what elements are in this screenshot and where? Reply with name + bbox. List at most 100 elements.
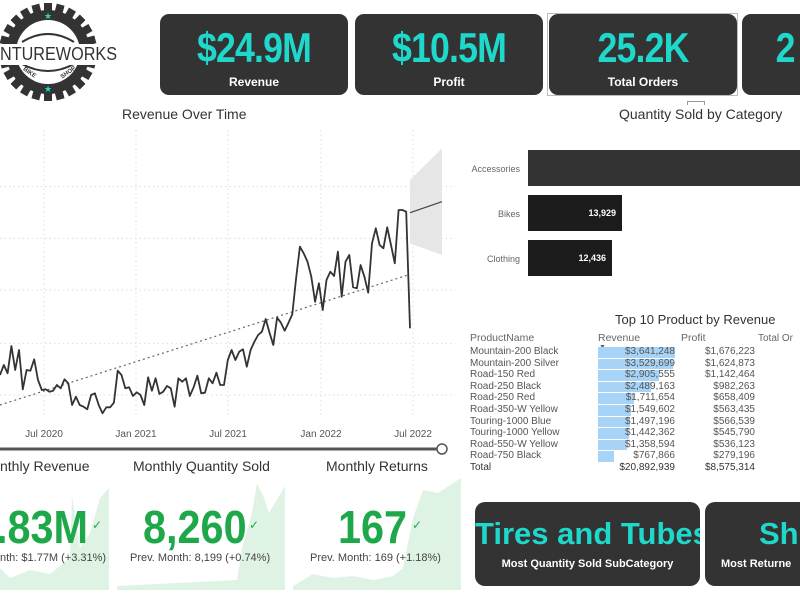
table-row[interactable]: Road-550-W Yellow $1,358,594 $536,123 [470,439,793,451]
data-bar [598,404,631,416]
table-total-row: Total $20,892,939 $8,575,314 [470,462,793,474]
card-label: Most Quantity Sold SubCategory [501,558,674,570]
revenue-chart-title: Revenue Over Time [122,106,247,122]
product-name: Mountain-200 Black [470,346,559,357]
forecast-line [409,201,443,214]
revenue-cell: $2,905,555 [598,369,675,381]
monthly-revenue-value: .83M [0,501,89,553]
revenue-cell: $1,497,196 [598,416,675,428]
revenue-value: $3,641,248 [624,346,675,357]
sparkline-returns [293,478,461,590]
sparkline-revenue [0,488,109,590]
profit-cell: $1,142,464 [704,369,755,381]
x-tick-label: Jul 2022 [394,429,432,440]
data-bar [598,439,627,451]
revenue-cell: $1,358,594 [598,439,675,451]
monthly-revenue-prev: nth: $1.77M (+3.31%) [0,552,107,564]
col-header-productname[interactable]: ProductName [470,332,535,345]
monthly-returns-title: Monthly Returns [326,458,428,474]
revenue-value: $1,358,594 [624,438,675,450]
total-profit: $8,575,314 [704,461,755,473]
col-header-revenue-label: Revenue [598,332,641,345]
profit-cell: $536,123 [713,438,755,450]
revenue-line-chart[interactable]: Jul 2020 Jan 2021 Jul 2021 Jan 2022 Jul 2022 [0,130,460,460]
revenue-value: $1,711,654 [625,392,675,404]
data-bar [598,347,675,358]
table-row[interactable]: Road-150 Red $2,905,555 $1,142,464 [470,369,793,381]
svg-text:★: ★ [44,11,52,21]
product-name: Touring-1000 Blue [470,415,552,427]
col-header-total-orders[interactable]: Total Or [758,333,794,345]
top-products-table: ProductName Revenue▼ Profit Total Or Mou… [470,332,800,474]
product-name: Road-250 Red [470,392,536,404]
table-row[interactable]: Road-350-W Yellow $1,549,602 $563,435 [470,404,793,416]
kpi-label: Total Orders [607,75,679,89]
monthly-returns-prev: Prev. Month: 169 (+1.18%) [310,552,441,564]
svg-text:★: ★ [44,84,52,94]
table-row[interactable]: Touring-1000 Blue $1,497,196 $566,539 [470,416,793,428]
card-most-sold-subcategory[interactable]: Tires and Tubes Most Quantity Sold SubCa… [475,502,700,586]
col-header-profit[interactable]: Profit [681,332,706,345]
table-row[interactable]: Road-750 Black $767,866 $279,196 [470,450,793,462]
revenue-value: $2,905,555 [624,369,675,381]
revenue-cell: $3,641,248 [598,346,675,358]
table-row[interactable]: Mountain-200 Black $3,641,248 $1,676,223 [470,346,793,358]
profit-cell: $545,790 [713,427,755,439]
product-name: Touring-1000 Yellow [470,427,560,439]
total-revenue: $20,892,939 [619,461,675,473]
data-bar [598,393,635,404]
bar-bikes[interactable]: 13,929 [528,195,622,231]
kpi-revenue[interactable]: $24.9M Revenue [160,14,348,95]
profit-cell: $563,435 [713,403,755,415]
revenue-cell: $2,489,163 [598,381,675,393]
monthly-returns-value: 167 [338,501,408,553]
kpi-total-orders[interactable]: 25.2K Total Orders [549,14,737,95]
category-label-bikes: Bikes [497,209,520,219]
bar-clothing[interactable]: 12,436 [528,240,612,276]
kpi-label: Revenue [228,75,280,89]
product-name: Road-250 Black [470,380,542,392]
product-name: Road-550-W Yellow [470,438,558,450]
col-header-revenue[interactable]: Revenue▼ [598,332,675,351]
kpi-fourth[interactable]: 2 [742,14,800,95]
revenue-cell: $3,529,699 [598,358,675,370]
product-name: Road-350-W Yellow [470,403,558,415]
slider-handle[interactable] [436,443,448,455]
kpi-value: $24.9M [197,24,312,71]
kpi-value: 2 [775,24,796,71]
table-row[interactable]: Road-250 Red $1,711,654 $658,409 [470,392,793,404]
product-name: Road-750 Black [470,450,542,462]
card-value: Tires and Tubes [475,516,700,551]
top-products-title: Top 10 Product by Revenue [615,312,776,327]
profit-cell: $1,676,223 [704,346,755,357]
monthly-quantity-title: Monthly Quantity Sold [133,458,270,474]
profit-cell: $982,263 [713,380,755,392]
table-row[interactable]: Touring-1000 Yellow $1,442,362 $545,790 [470,427,793,439]
kpi-value: $10.5M [392,24,507,71]
revenue-value: $767,866 [633,450,675,462]
data-bar [598,370,660,381]
monthly-quantity-value: 8,260 [143,501,247,553]
checkmark-icon: ✓ [412,518,423,532]
data-bar [598,381,651,393]
kpi-label: Profit [433,75,465,89]
total-label: Total [470,461,492,473]
revenue-value: $1,497,196 [624,415,675,427]
kpi-profit[interactable]: $10.5M Profit [355,14,543,95]
table-header-row: ProductName Revenue▼ Profit Total Or [470,332,794,351]
revenue-value: $2,489,163 [624,380,675,392]
adventureworks-logo: ★ ★ NTUREWORKS BIKE SHOP [0,0,120,105]
checkmark-icon: ✓ [249,518,260,532]
profit-cell: $1,624,873 [704,357,755,369]
table-row[interactable]: Mountain-200 Silver $3,529,699 $1,624,87… [470,358,793,370]
x-tick-label: Jul 2020 [25,429,63,440]
drag-handle-icon[interactable] [687,101,705,105]
table-row[interactable]: Road-250 Black $2,489,163 $982,263 [470,381,793,393]
data-bar [598,416,630,428]
x-tick-label: Jul 2021 [209,429,247,440]
data-bar [598,451,615,462]
card-most-returned[interactable]: Sh Most Returne [705,502,800,586]
selection-outline [547,13,738,96]
revenue-value: $3,529,699 [624,357,675,369]
bar-accessories[interactable] [528,150,800,186]
